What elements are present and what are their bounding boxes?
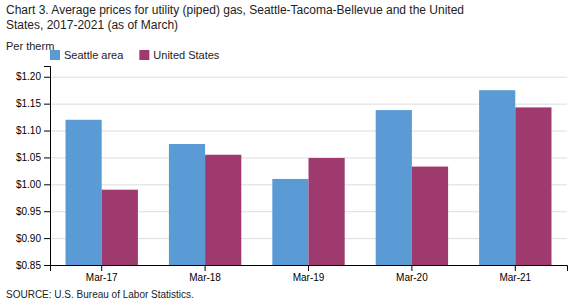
legend-swatch: [50, 50, 60, 60]
y-tick-label: $1.15: [16, 98, 41, 109]
plot: $0.85 $0.90 $0.95 $1.00 $1.05 $1.10 $1.15 $1.20…: [16, 67, 568, 284]
x-tick: Mar-18: [189, 265, 221, 283]
y-tick: $1.10: [16, 125, 50, 136]
x-tick: Mar-17: [86, 265, 118, 283]
bar: [169, 144, 205, 265]
x-axis: Mar-17 Mar-18 Mar-19 Mar-20 Mar-21: [51, 265, 568, 283]
grid: [50, 77, 567, 265]
bar: [376, 110, 412, 265]
y-tick: $0.95: [16, 206, 50, 217]
series: [66, 90, 516, 265]
legend-swatch: [139, 50, 149, 60]
y-tick: $1.20: [16, 71, 50, 82]
y-tick-label: $0.95: [16, 206, 41, 217]
y-tick-mark: [44, 131, 50, 132]
x-tick-label: Mar-17: [86, 272, 118, 283]
legend-item: United States: [139, 49, 220, 61]
x-tick-mark: [411, 265, 412, 271]
bar: [205, 155, 241, 265]
x-tick: Mar-21: [499, 265, 531, 283]
y-tick-mark: [44, 184, 50, 185]
bar: [272, 179, 308, 265]
y-axis: $0.85 $0.90 $0.95 $1.00 $1.05 $1.10 $1.15 $1.20: [16, 67, 51, 271]
bar: [102, 190, 138, 265]
x-tick-mark: [205, 265, 206, 271]
bar: [412, 167, 448, 265]
y-tick-mark: [44, 238, 50, 239]
y-tick-label: $0.90: [16, 233, 41, 244]
bar: [515, 107, 551, 265]
bars: [66, 90, 552, 265]
y-tick: $1.15: [16, 98, 50, 109]
y-axis-line: [44, 67, 51, 266]
y-tick-label: $1.00: [16, 179, 41, 190]
y-tick-label: $1.05: [16, 152, 41, 163]
grid-tick: [50, 77, 567, 78]
x-tick-mark: [515, 265, 516, 271]
chart: Chart 3. Average prices for utility (pip…: [0, 0, 579, 303]
y-tick-label: $1.10: [16, 125, 41, 136]
y-tick-mark: [44, 211, 50, 212]
y-axis-label: Per therm: [6, 40, 54, 52]
y-tick: $1.00: [16, 179, 50, 190]
legend: Seattle area United States: [50, 49, 220, 61]
x-axis-line: [51, 266, 568, 272]
x-tick-label: Mar-19: [293, 272, 325, 283]
bar: [479, 90, 515, 265]
y-tick-mark: [44, 104, 50, 105]
legend-item: Seattle area: [50, 49, 124, 61]
y-tick: $0.90: [16, 233, 50, 244]
bar: [309, 158, 345, 265]
y-tick-mark: [44, 77, 50, 78]
x-tick-label: Mar-21: [499, 272, 531, 283]
legend-label: United States: [153, 49, 220, 61]
y-tick-label: $0.85: [16, 260, 41, 271]
grid-line: [50, 77, 567, 78]
bar: [66, 120, 102, 265]
x-tick: Mar-19: [293, 265, 325, 283]
x-tick-mark: [308, 265, 309, 271]
title: Chart 3. Average prices for utility (pip…: [6, 3, 464, 17]
series: [102, 107, 552, 265]
y-tick-mark: [44, 265, 50, 266]
x-tick-label: Mar-20: [396, 272, 428, 283]
source: SOURCE: U.S. Bureau of Labor Statistics.: [6, 289, 194, 300]
x-tick: Mar-20: [396, 265, 428, 283]
x-tick-mark: [101, 265, 102, 271]
legend-label: Seattle area: [64, 49, 124, 61]
y-tick: $1.05: [16, 152, 50, 163]
x-tick-label: Mar-18: [189, 272, 221, 283]
y-tick: $0.85: [16, 260, 50, 271]
y-tick-label: $1.20: [16, 71, 41, 82]
y-tick-mark: [44, 157, 50, 158]
title: States, 2017-2021 (as of March): [6, 18, 178, 32]
